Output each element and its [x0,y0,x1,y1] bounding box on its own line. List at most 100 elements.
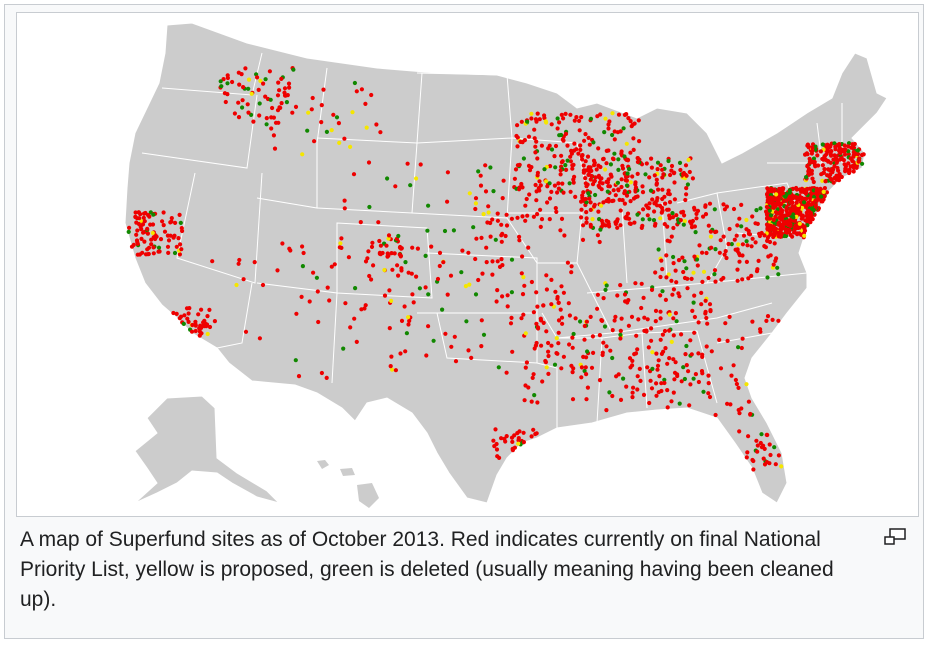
site-marker [341,346,346,351]
site-marker [831,157,836,162]
site-marker [533,144,538,149]
site-marker [246,86,251,91]
site-marker [599,218,605,223]
site-marker [324,129,329,134]
site-marker [363,101,368,106]
site-marker [618,208,623,213]
site-marker [721,275,726,281]
site-marker [610,111,615,116]
site-marker [829,149,834,154]
site-marker [708,308,713,313]
site-marker [431,338,436,343]
site-marker [546,353,551,359]
site-marker [704,250,709,256]
site-marker [601,296,606,301]
site-marker [581,223,586,228]
site-marker [832,164,837,169]
site-marker [578,143,583,148]
site-marker [593,175,598,180]
site-marker [601,156,606,161]
site-marker [547,143,552,148]
site-marker [649,338,654,343]
site-marker [697,243,702,248]
site-marker [767,461,772,466]
site-marker [509,216,514,221]
site-marker [585,385,591,390]
site-marker [329,128,334,133]
site-marker [773,258,778,263]
site-marker [425,228,430,233]
site-marker [610,355,615,361]
site-marker [519,119,524,124]
site-marker [509,257,515,262]
site-marker [750,236,755,241]
site-marker [713,229,718,235]
magnify-clip-icon[interactable] [883,528,909,548]
site-marker [166,250,171,255]
site-marker [818,186,823,191]
site-marker [406,322,411,327]
site-marker [556,318,562,323]
site-marker [552,154,557,159]
site-marker [758,206,763,211]
site-marker [773,462,778,467]
site-marker [747,232,753,237]
site-marker [572,141,577,146]
site-marker [510,349,515,354]
site-marker [387,326,392,331]
site-marker [795,232,800,237]
site-marker [548,164,553,169]
site-marker [846,144,851,149]
site-marker [616,372,621,377]
site-marker [764,209,769,214]
site-marker [611,157,616,162]
site-marker [628,199,633,204]
site-marker [526,163,532,168]
site-marker [678,218,683,223]
site-marker [667,328,672,333]
site-marker [405,161,410,166]
site-marker [553,143,559,149]
site-marker [806,145,811,150]
site-marker [843,166,848,171]
site-marker [566,301,571,306]
site-marker [178,242,183,247]
site-marker [251,119,256,124]
site-marker [805,217,810,222]
site-marker [579,375,584,380]
site-marker [693,230,698,235]
site-marker [616,187,621,192]
site-marker [707,394,713,400]
site-marker [181,321,186,326]
site-marker [695,208,701,213]
site-marker [691,300,696,305]
site-marker [684,363,689,368]
site-marker [258,78,263,83]
site-marker [597,180,603,185]
site-marker [531,372,536,377]
site-marker [316,319,321,325]
site-marker [558,168,563,173]
site-marker [173,220,178,225]
site-marker [583,176,588,181]
site-marker [449,344,454,349]
site-marker [665,191,671,196]
site-marker [821,189,826,194]
site-marker [524,196,529,202]
site-marker [453,359,459,364]
superfund-map[interactable] [16,12,919,517]
site-marker [533,343,539,348]
site-marker [350,110,355,115]
site-marker [653,308,659,313]
site-marker [592,160,597,165]
site-marker [622,292,628,297]
site-marker [855,148,861,153]
site-marker [476,169,481,174]
site-marker [704,344,709,349]
site-marker [171,310,176,316]
site-marker [474,236,479,241]
site-marker [526,134,532,139]
site-marker [655,167,660,172]
site-marker [599,203,604,208]
site-marker [306,110,311,115]
